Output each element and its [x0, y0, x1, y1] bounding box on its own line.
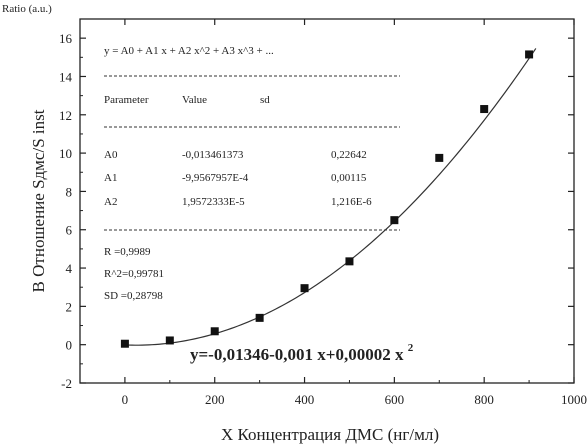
y-tick-label: 4	[66, 261, 73, 276]
y-tick-label: 6	[66, 223, 73, 238]
fit-row-param: A1	[104, 172, 117, 184]
fit-model: y = A0 + A1 x + A2 x^2 + A3 x^3 + ...	[104, 45, 274, 57]
fit-equation-main: y=-0,01346-0,001 x+0,00002 x	[190, 345, 404, 364]
data-point	[165, 336, 174, 345]
corner-label: Ratio (a.u.)	[2, 3, 52, 15]
fit-header-value: Value	[182, 94, 207, 106]
axes: 0 200 400 600 800 1000 -2 0 2 4 6 8 10 12 14 16	[59, 19, 587, 407]
fit-row-sd: 0,00115	[331, 172, 367, 184]
fit-header-sd: sd	[260, 94, 270, 106]
x-tick-label: 600	[385, 392, 405, 407]
fit-curve	[124, 48, 537, 346]
data-point	[255, 313, 264, 322]
x-tick-label: 200	[205, 392, 225, 407]
data-point	[390, 216, 399, 225]
fit-report: y = A0 + A1 x + A2 x^2 + A3 x^3 + ... Pa…	[104, 45, 400, 302]
y-tick-label: 8	[66, 184, 73, 199]
data-point	[480, 105, 489, 114]
x-tick-label: 400	[295, 392, 315, 407]
x-tick-label: 800	[474, 392, 494, 407]
fit-row-value: 1,9572333E-5	[182, 196, 245, 208]
data-point	[435, 153, 444, 162]
data-point	[300, 284, 309, 293]
data-point	[120, 339, 129, 348]
fit-row-value: -0,013461373	[182, 149, 244, 161]
y-tick-label: 0	[66, 338, 73, 353]
y-axis-title: B Отношение Sдмс/S inst	[29, 109, 48, 292]
fit-row-param: A0	[104, 149, 118, 161]
data-point	[525, 50, 534, 59]
fit-equation-superscript: 2	[408, 342, 414, 354]
fit-stat-r2: R^2=0,99781	[104, 268, 164, 280]
fit-row-param: A2	[104, 196, 117, 208]
fit-header-parameter: Parameter	[104, 94, 149, 106]
y-tick-label: 2	[66, 299, 73, 314]
fit-row-sd: 0,22642	[331, 149, 367, 161]
fit-row-value: -9,9567957E-4	[182, 172, 249, 184]
fit-row-sd: 1,216E-6	[331, 196, 372, 208]
fit-equation: y=-0,01346-0,001 x+0,00002 x 2	[190, 342, 414, 364]
y-tick-label: 10	[59, 146, 72, 161]
y-tick-label: -2	[61, 376, 72, 391]
x-tick-label: 1000	[561, 392, 587, 407]
y-tick-label: 14	[59, 69, 73, 84]
y-tick-label: 12	[59, 108, 72, 123]
x-tick-label: 0	[122, 392, 129, 407]
y-tick-label: 16	[59, 31, 73, 46]
fit-stat-sd: SD =0,28798	[104, 290, 163, 302]
fit-stat-r: R =0,9989	[104, 246, 151, 258]
plot-frame	[79, 18, 575, 384]
x-axis-title: X Концентрация ДМС (нг/мл)	[221, 425, 439, 444]
data-point	[345, 257, 354, 266]
data-points	[120, 50, 534, 348]
data-point	[210, 327, 219, 336]
